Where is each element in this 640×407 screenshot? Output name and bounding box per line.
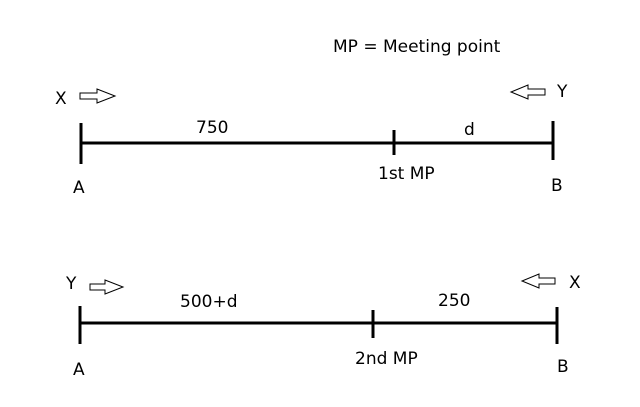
right-segment-label: 250 bbox=[438, 291, 470, 311]
left-arrow-icon bbox=[509, 84, 546, 100]
left-arrow-icon bbox=[520, 273, 556, 289]
traveler-x-label: X bbox=[569, 273, 581, 293]
point-a-label: A bbox=[73, 360, 85, 380]
second-meeting-diagram: Y X 500+d 250 2nd MP A B bbox=[65, 273, 581, 380]
meeting-point-label: 1st MP bbox=[378, 164, 435, 184]
left-segment-label: 750 bbox=[196, 118, 228, 138]
right-arrow-icon bbox=[89, 279, 125, 295]
traveler-x-label: X bbox=[55, 89, 67, 109]
left-segment-label: 500+d bbox=[180, 292, 237, 312]
legend-text: MP = Meeting point bbox=[333, 37, 501, 57]
right-segment-label: d bbox=[464, 120, 475, 140]
first-meeting-diagram: X Y 750 d 1st MP A B bbox=[55, 82, 568, 198]
traveler-y-label: Y bbox=[65, 274, 77, 294]
point-b-label: B bbox=[551, 176, 563, 196]
traveler-y-label: Y bbox=[556, 82, 568, 102]
right-arrow-icon bbox=[79, 88, 117, 104]
point-a-label: A bbox=[73, 178, 85, 198]
meeting-point-label: 2nd MP bbox=[355, 349, 418, 369]
point-b-label: B bbox=[557, 357, 569, 377]
